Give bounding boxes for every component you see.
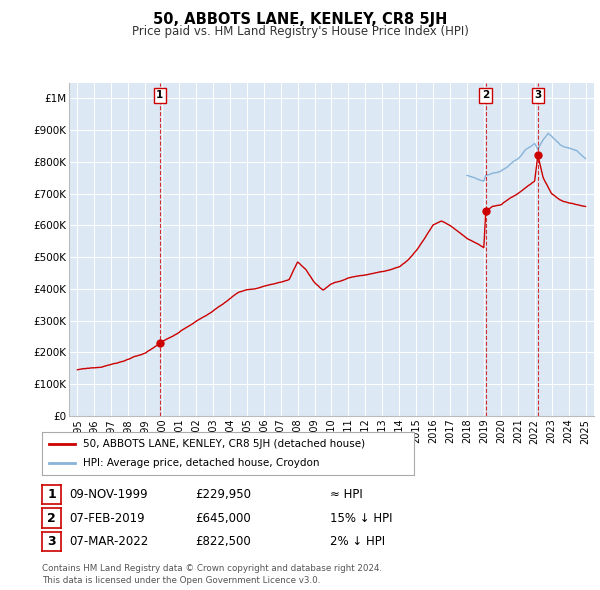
Text: £645,000: £645,000 bbox=[195, 512, 251, 525]
Text: 1: 1 bbox=[156, 90, 163, 100]
Text: 07-FEB-2019: 07-FEB-2019 bbox=[69, 512, 145, 525]
Text: Contains HM Land Registry data © Crown copyright and database right 2024.
This d: Contains HM Land Registry data © Crown c… bbox=[42, 565, 382, 585]
Text: 2% ↓ HPI: 2% ↓ HPI bbox=[330, 535, 385, 548]
Text: 2: 2 bbox=[482, 90, 489, 100]
Text: 1: 1 bbox=[47, 488, 56, 501]
Text: 2: 2 bbox=[47, 512, 56, 525]
Text: 3: 3 bbox=[47, 535, 56, 548]
Text: £229,950: £229,950 bbox=[195, 488, 251, 501]
Text: 15% ↓ HPI: 15% ↓ HPI bbox=[330, 512, 392, 525]
Text: 50, ABBOTS LANE, KENLEY, CR8 5JH: 50, ABBOTS LANE, KENLEY, CR8 5JH bbox=[153, 12, 447, 27]
Text: HPI: Average price, detached house, Croydon: HPI: Average price, detached house, Croy… bbox=[83, 458, 319, 468]
Text: Price paid vs. HM Land Registry's House Price Index (HPI): Price paid vs. HM Land Registry's House … bbox=[131, 25, 469, 38]
Text: 50, ABBOTS LANE, KENLEY, CR8 5JH (detached house): 50, ABBOTS LANE, KENLEY, CR8 5JH (detach… bbox=[83, 439, 365, 449]
Text: 3: 3 bbox=[534, 90, 541, 100]
Text: 07-MAR-2022: 07-MAR-2022 bbox=[69, 535, 148, 548]
Text: 09-NOV-1999: 09-NOV-1999 bbox=[69, 488, 148, 501]
Text: £822,500: £822,500 bbox=[195, 535, 251, 548]
Text: ≈ HPI: ≈ HPI bbox=[330, 488, 363, 501]
